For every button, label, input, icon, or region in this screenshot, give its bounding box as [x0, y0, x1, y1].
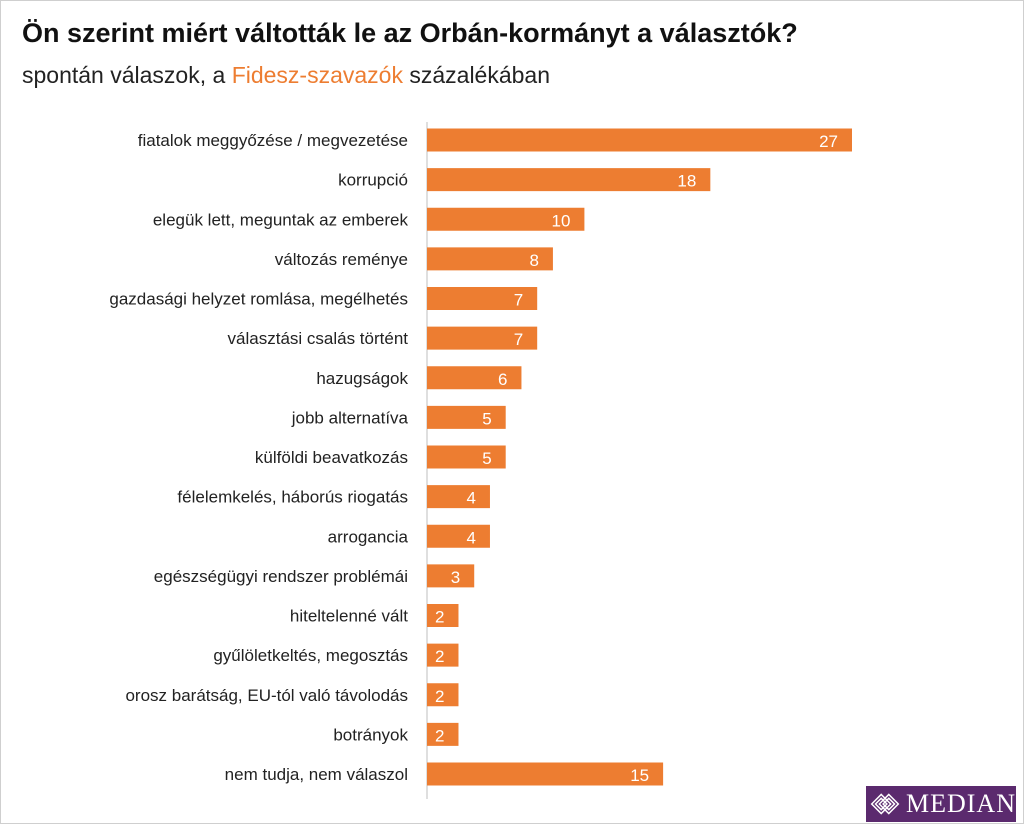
value-label: 7: [514, 330, 523, 349]
bar: [427, 366, 522, 390]
category-label: arrogancia: [328, 527, 409, 546]
subtitle-suffix: százalékában: [402, 62, 551, 88]
value-label: 2: [435, 647, 444, 666]
category-label: botrányok: [333, 725, 408, 744]
subtitle-highlight: Fidesz-szavazók: [231, 62, 403, 88]
value-label: 2: [435, 608, 444, 627]
median-logo-icon: [870, 793, 900, 815]
value-label: 5: [482, 449, 491, 468]
bar: [427, 207, 585, 231]
category-label: jobb alternatíva: [291, 408, 409, 427]
category-label: változás reménye: [275, 250, 408, 269]
value-label: 8: [529, 251, 538, 270]
bar: [427, 564, 475, 588]
value-label: 6: [498, 370, 507, 389]
value-label: 4: [466, 489, 475, 508]
bar: [427, 405, 506, 429]
category-label: hazugságok: [316, 369, 408, 388]
value-label: 5: [482, 409, 491, 428]
subtitle-prefix: spontán válaszok, a: [22, 62, 232, 88]
bar: [427, 762, 664, 786]
value-label: 18: [677, 172, 696, 191]
category-label: egészségügyi rendszer problémái: [154, 567, 408, 586]
category-label: fiatalok meggyőzése / megvezetése: [138, 131, 408, 150]
category-label: korrupció: [338, 171, 408, 190]
category-label: gazdasági helyzet romlása, megélhetés: [109, 290, 408, 309]
bar: [427, 445, 506, 469]
value-label: 4: [466, 528, 475, 547]
category-label: orosz barátság, EU-tól való távolodás: [125, 686, 408, 705]
category-label: választási csalás történt: [228, 329, 409, 348]
value-label: 3: [451, 568, 460, 587]
bar: [427, 643, 459, 667]
bar: [427, 722, 459, 746]
bar: [427, 287, 538, 310]
bar: [427, 604, 459, 627]
value-label: 2: [435, 687, 444, 706]
bar: [427, 128, 852, 152]
category-label: hiteltelenné vált: [290, 607, 408, 626]
bar: [427, 247, 553, 271]
category-label: nem tudja, nem válaszol: [225, 765, 408, 784]
category-label: gyűlöletkeltés, megosztás: [213, 646, 408, 665]
bar: [427, 524, 490, 548]
value-label: 10: [551, 211, 570, 230]
value-label: 7: [514, 291, 523, 310]
median-logo-text: MEDIAN: [906, 789, 1016, 818]
chart-title: Ön szerint miért váltották le az Orbán-k…: [22, 18, 798, 48]
value-label: 27: [819, 132, 838, 151]
category-label: külföldi beavatkozás: [255, 448, 408, 467]
value-label: 15: [630, 766, 649, 785]
bar: [427, 683, 459, 707]
bar: [427, 326, 538, 350]
bar: [427, 168, 711, 192]
bar: [427, 485, 490, 509]
category-label: elegük lett, meguntak az emberek: [153, 210, 409, 229]
median-logo: MEDIAN: [866, 786, 1016, 822]
category-label: félelemkelés, háborús riogatás: [177, 488, 408, 507]
chart-subtitle: spontán válaszok, a Fidesz-szavazók száz…: [22, 62, 550, 89]
value-label: 2: [435, 726, 444, 745]
